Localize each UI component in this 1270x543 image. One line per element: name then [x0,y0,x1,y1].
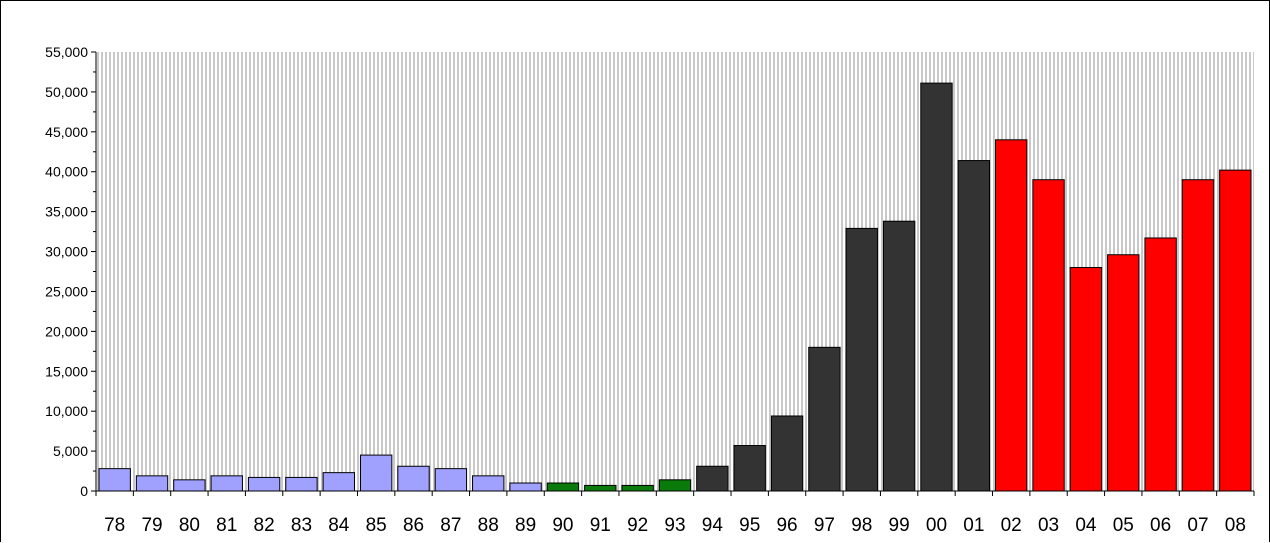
bar-03 [1032,179,1065,492]
x-tick-label: 99 [889,515,910,536]
bar-96 [770,415,804,492]
x-tick-label: 04 [1075,515,1097,536]
bar-08 [1219,169,1252,492]
x-tick-label: 78 [104,515,125,536]
y-tick-label: 40,000 [45,164,88,180]
y-tick-label: 5,000 [53,443,88,459]
x-tick-label: 92 [627,515,648,536]
bar-79 [135,475,169,492]
x-tick-label: 85 [366,515,387,536]
bars [98,82,1252,492]
x-axis: 78 79 80 81 82 83 84 85 86 87 88 89 90 91 92 93 94 95 96 97… [95,490,1255,536]
x-tick-label: 95 [739,515,760,536]
bar-01 [957,160,991,492]
y-tick-label: 15,000 [45,363,88,379]
bar-95 [733,445,766,492]
x-tick-label: 96 [776,515,797,536]
y-tick-label: 0 [80,483,88,499]
y-axis: 0 5,000 10,000 15,000 20,000 25,000 30,000 35,0… [45,44,97,499]
x-tick-label: 83 [291,515,312,536]
bar-83 [285,476,318,492]
bar-98 [845,227,878,492]
x-tick-label: 81 [216,515,237,536]
y-tick-label: 30,000 [45,244,88,260]
bar-84 [322,472,355,492]
bar-89 [509,482,542,492]
y-tick-label: 25,000 [45,283,88,299]
bar-88 [472,475,505,492]
x-tick-label: 90 [552,515,573,536]
bar-99 [882,220,916,492]
x-tick-label: 79 [141,515,162,536]
bar-78 [98,468,131,492]
y-tick-label: 55,000 [45,44,88,60]
bar-81 [210,475,243,492]
bar-94 [696,465,729,492]
x-tick-label: 08 [1225,515,1246,536]
x-tick-label: 94 [702,515,724,536]
x-tick-label: 98 [851,515,872,536]
bar-07 [1181,179,1215,492]
bar-80 [173,479,206,492]
x-tick-label: 00 [926,515,947,536]
x-tick-label: 82 [254,515,275,536]
bar-87 [434,468,468,492]
x-tick-label: 84 [328,515,350,536]
x-tick-label: 01 [963,515,984,536]
bar-93 [658,479,692,492]
x-tick-label: 91 [590,515,611,536]
bar-92 [621,484,654,492]
bar-97 [808,346,841,492]
bar-91 [584,484,617,492]
y-tick-label: 45,000 [45,124,88,140]
x-tick-label: 05 [1113,515,1134,536]
x-tick-label: 07 [1187,515,1208,536]
x-tick-label: 89 [515,515,536,536]
x-tick-label: 02 [1001,515,1022,536]
x-tick-label: 87 [440,515,461,536]
bar-06 [1144,237,1177,492]
x-tick-label: 97 [814,515,835,536]
y-tick-label: 20,000 [45,323,88,339]
x-tick-label: 93 [664,515,685,536]
x-tick-label: 03 [1038,515,1059,536]
bar-90 [546,482,580,492]
x-tick-label: 80 [179,515,200,536]
bar-85 [359,454,393,492]
bar-04 [1069,267,1103,492]
y-tick-label: 50,000 [45,84,88,100]
y-tick-label: 10,000 [45,403,88,419]
bar-86 [397,465,430,492]
bar-05 [1107,254,1140,492]
x-tick-label: 86 [403,515,424,536]
bar-82 [247,476,281,492]
x-tick-label: 88 [478,515,499,536]
bar-02 [995,139,1028,492]
bar-00 [920,82,953,492]
x-tick-label: 06 [1150,515,1171,536]
y-tick-label: 35,000 [45,204,88,220]
